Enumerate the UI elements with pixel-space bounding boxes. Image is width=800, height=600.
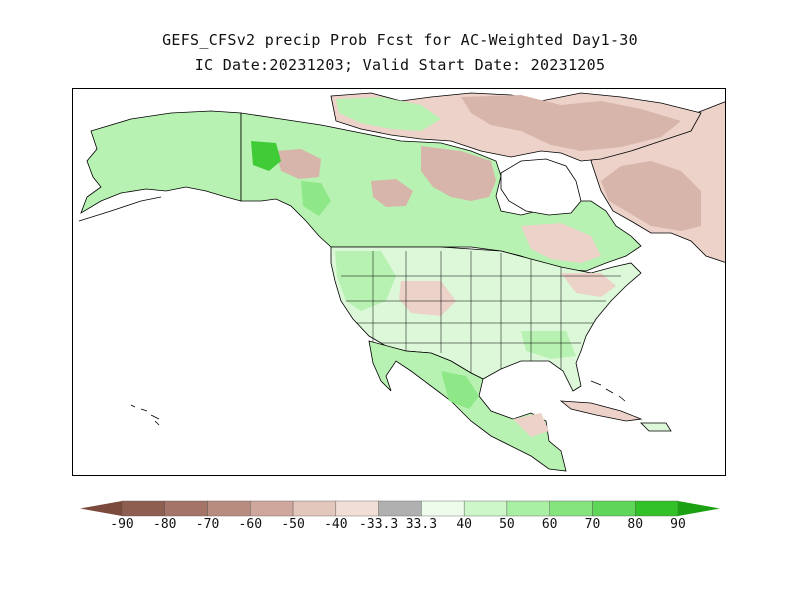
hudson-bay bbox=[500, 158, 582, 216]
canada-wet-patch-2 bbox=[301, 181, 331, 216]
colorbar-arrow-right bbox=[678, 501, 720, 516]
colorbar-tick-label: 80 bbox=[627, 517, 644, 532]
colorbar-tick-label: 40 bbox=[456, 517, 472, 532]
usa-dry-northeast bbox=[561, 273, 616, 297]
yucatan-dry-patch bbox=[513, 413, 549, 437]
cuba bbox=[559, 400, 643, 422]
colorbar-segment bbox=[164, 500, 208, 517]
colorbar-tick-label: 50 bbox=[499, 517, 515, 532]
state-boundaries bbox=[341, 251, 621, 373]
colorbar-tick-label: 33.3 bbox=[405, 517, 438, 532]
colorbar-segment bbox=[549, 500, 593, 517]
colorbar-segment bbox=[592, 500, 636, 517]
colorbar-segment bbox=[292, 500, 337, 517]
colorbar-segment bbox=[421, 500, 465, 517]
usa-wet-southeast bbox=[521, 331, 576, 359]
hispaniola bbox=[640, 422, 672, 432]
aleutian-chain bbox=[78, 196, 162, 222]
forecast-map bbox=[72, 88, 726, 476]
canada-dry-patch-west bbox=[276, 149, 321, 179]
colorbar-segment bbox=[335, 500, 379, 517]
canada-wet-patch bbox=[251, 141, 281, 171]
colorbar-segment bbox=[506, 500, 550, 517]
colorbar-segment bbox=[635, 500, 679, 517]
colorbar-tick-label: -70 bbox=[195, 517, 220, 532]
canada-dry-patch-mid bbox=[371, 179, 413, 207]
arctic-wet-area bbox=[336, 97, 441, 131]
colorbar-tick-label: -40 bbox=[324, 517, 348, 532]
map-subtitle: IC Date:20231203; Valid Start Date: 2023… bbox=[194, 56, 606, 74]
colorbar-tick-label: -80 bbox=[153, 517, 177, 532]
hawaii-islands bbox=[130, 404, 160, 426]
canada-dry-patch-north bbox=[421, 146, 496, 201]
colorbar-arrow-left bbox=[80, 501, 122, 516]
colorbar-segment bbox=[463, 500, 508, 517]
usa-wet-west bbox=[335, 251, 396, 311]
colorbar-tick-label: -90 bbox=[110, 517, 134, 532]
map-canvas bbox=[78, 92, 725, 472]
colorbar-segment bbox=[378, 500, 422, 517]
map-title: GEFS_CFSv2 precip Prob Fcst for AC-Weigh… bbox=[162, 31, 638, 49]
arctic-dry-area bbox=[461, 95, 681, 151]
bahamas bbox=[590, 380, 626, 402]
colorbar-tick-label: 90 bbox=[670, 517, 686, 532]
alaska-landmass bbox=[80, 110, 242, 214]
colorbar-segment bbox=[207, 500, 251, 517]
colorbar-segment bbox=[121, 500, 165, 517]
canada-dry-patch-east bbox=[521, 223, 601, 263]
colorbar-tick-label: -60 bbox=[238, 517, 263, 532]
colorbar-tick-label: -50 bbox=[281, 517, 305, 532]
mexico-dark-wet-patch bbox=[441, 371, 479, 409]
colorbar-segment bbox=[250, 500, 294, 517]
colorbar-tick-label: 60 bbox=[541, 517, 558, 532]
usa-dry-central bbox=[399, 281, 456, 316]
colorbar-tick-label: 70 bbox=[584, 517, 601, 532]
greenland-dry-area bbox=[601, 161, 701, 231]
colorbar-tick-label: -33.3 bbox=[359, 517, 399, 532]
